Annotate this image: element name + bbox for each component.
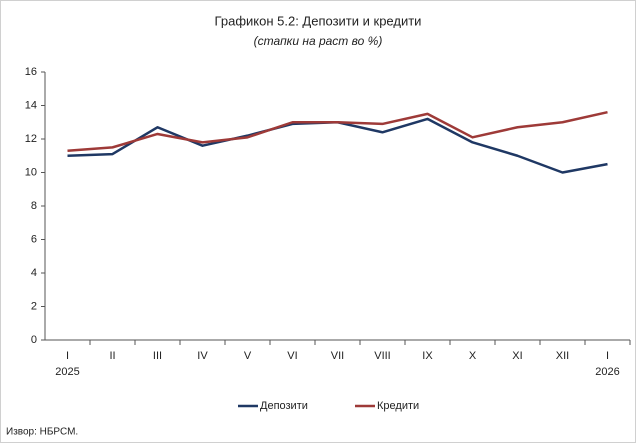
chart-subtitle: (стапки на раст во %) [254, 34, 383, 48]
x-tick-label: I [606, 350, 609, 362]
legend-label: Кредити [377, 400, 419, 412]
y-tick-label: 8 [31, 200, 37, 212]
x-tick-label: V [244, 350, 252, 362]
y-tick-label: 4 [31, 267, 37, 279]
y-tick-label: 16 [25, 66, 37, 78]
x-tick-label: VI [287, 350, 297, 362]
x-tick-label: XI [512, 350, 522, 362]
source-note: Извор: НБРСМ. [6, 427, 78, 438]
y-tick-label: 0 [31, 334, 37, 346]
x-year-label: 2025 [55, 366, 79, 378]
x-tick-label: IV [197, 350, 208, 362]
series-line [67, 110, 608, 152]
chart-title: Графикон 5.2: Депозити и кредити [215, 13, 422, 28]
x-tick-label: XII [556, 350, 569, 362]
x-tick-label: VII [331, 350, 344, 362]
x-tick-label: VIII [374, 350, 391, 362]
x-tick-label: II [109, 350, 115, 362]
y-tick-label: 6 [31, 233, 37, 245]
y-tick-label: 12 [25, 133, 37, 145]
x-tick-label: I [66, 350, 69, 362]
x-year-label: 2026 [595, 366, 619, 378]
x-tick-label: X [469, 350, 477, 362]
x-tick-label: III [153, 350, 162, 362]
legend-label: Депозити [260, 400, 308, 412]
y-tick-label: 2 [31, 300, 37, 312]
x-tick-label: IX [422, 350, 433, 362]
y-tick-label: 14 [25, 99, 37, 111]
y-tick-label: 10 [25, 166, 37, 178]
